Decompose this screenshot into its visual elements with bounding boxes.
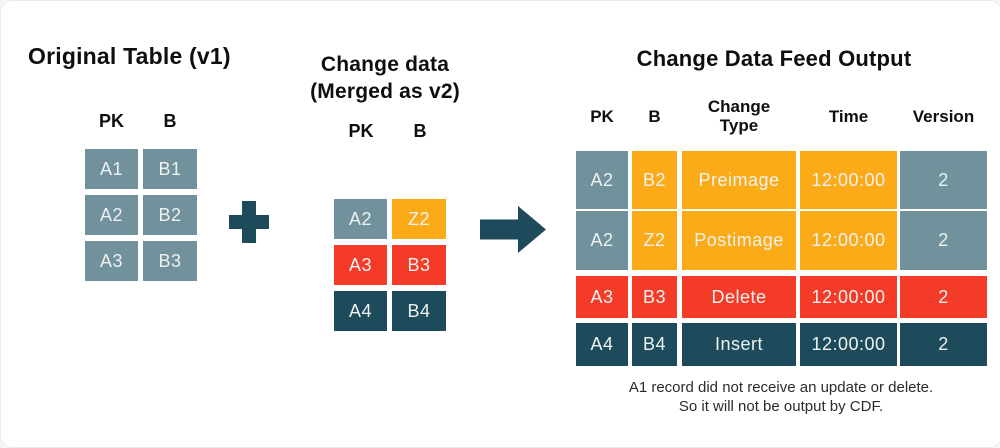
cdf-header-version: Version xyxy=(912,106,975,126)
table-cell: Postimage xyxy=(682,211,796,270)
table-cell: Z2 xyxy=(632,211,677,270)
change-table-header-b: B xyxy=(413,121,427,141)
table-cell: A3 xyxy=(334,245,387,285)
table-cell: B4 xyxy=(392,291,446,331)
cdf-header-pk: PK xyxy=(590,106,614,126)
cdf-header-b: B xyxy=(648,106,661,126)
table-cell: A2 xyxy=(334,199,387,239)
table-cell: 2 xyxy=(900,211,987,270)
original-table-header-b: B xyxy=(163,111,177,131)
table-cell: A3 xyxy=(576,276,628,318)
table-cell: B3 xyxy=(392,245,446,285)
table-cell: A4 xyxy=(576,323,628,366)
original-table: A1 B1 A2 B2 A3 B3 xyxy=(85,149,197,281)
cdf-table: A2 B2 Preimage 12:00:00 2 A2 Z2 Postimag… xyxy=(576,151,987,366)
change-data-title: Change data (Merged as v2) xyxy=(296,51,474,105)
cdf-header-change-type-label: Change Type xyxy=(707,97,771,135)
table-cell: A2 xyxy=(576,211,628,270)
table-cell: B2 xyxy=(632,151,677,209)
table-cell: Preimage xyxy=(682,151,796,209)
table-cell: Z2 xyxy=(392,199,446,239)
arrow-right-icon xyxy=(480,206,546,253)
cdf-footnote-line1: A1 record did not receive an update or d… xyxy=(628,379,934,396)
cdf-table-header-row: PK B Change Type Time Version xyxy=(576,94,987,138)
original-table-header-pk: PK xyxy=(98,111,124,131)
table-cell: A2 xyxy=(576,151,628,209)
table-cell: Delete xyxy=(682,276,796,318)
cdf-row-preimage: A2 B2 Preimage 12:00:00 2 xyxy=(576,151,987,209)
table-cell: 2 xyxy=(900,276,987,318)
table-cell: B3 xyxy=(143,241,197,281)
change-data-title-line1: Change data xyxy=(320,53,450,76)
cdf-row-insert: A4 B4 Insert 12:00:00 2 xyxy=(576,323,987,366)
table-cell: 12:00:00 xyxy=(800,151,897,209)
change-data-table: A2 Z2 A3 B3 A4 B4 xyxy=(334,199,446,331)
change-data-title-line2: (Merged as v2) xyxy=(310,80,460,103)
table-cell: B1 xyxy=(143,149,197,189)
cdf-row-postimage: A2 Z2 Postimage 12:00:00 2 xyxy=(576,211,987,270)
cdf-header-change-type: Change Type xyxy=(682,94,796,138)
table-cell: B4 xyxy=(632,323,677,366)
table-cell: A4 xyxy=(334,291,387,331)
table-cell: 12:00:00 xyxy=(800,276,897,318)
original-table-title: Original Table (v1) xyxy=(28,43,231,69)
cdf-row-delete: A3 B3 Delete 12:00:00 2 xyxy=(576,276,987,318)
table-cell: 2 xyxy=(900,323,987,366)
table-cell: A1 xyxy=(85,149,138,189)
cdf-footnote-line2: So it will not be output by CDF. xyxy=(678,398,884,415)
table-cell: 12:00:00 xyxy=(800,211,897,270)
table-cell: B3 xyxy=(632,276,677,318)
table-cell: B2 xyxy=(143,195,197,235)
cdf-header-time: Time xyxy=(828,106,869,126)
table-cell: 12:00:00 xyxy=(800,323,897,366)
plus-icon xyxy=(229,201,269,243)
change-table-header-pk: PK xyxy=(348,121,374,141)
cdf-footnote: A1 record did not receive an update or d… xyxy=(571,378,991,416)
cdf-output-title: Change Data Feed Output xyxy=(636,46,912,71)
table-cell: 2 xyxy=(900,151,987,209)
table-cell: Insert xyxy=(682,323,796,366)
table-cell: A2 xyxy=(85,195,138,235)
table-cell: A3 xyxy=(85,241,138,281)
